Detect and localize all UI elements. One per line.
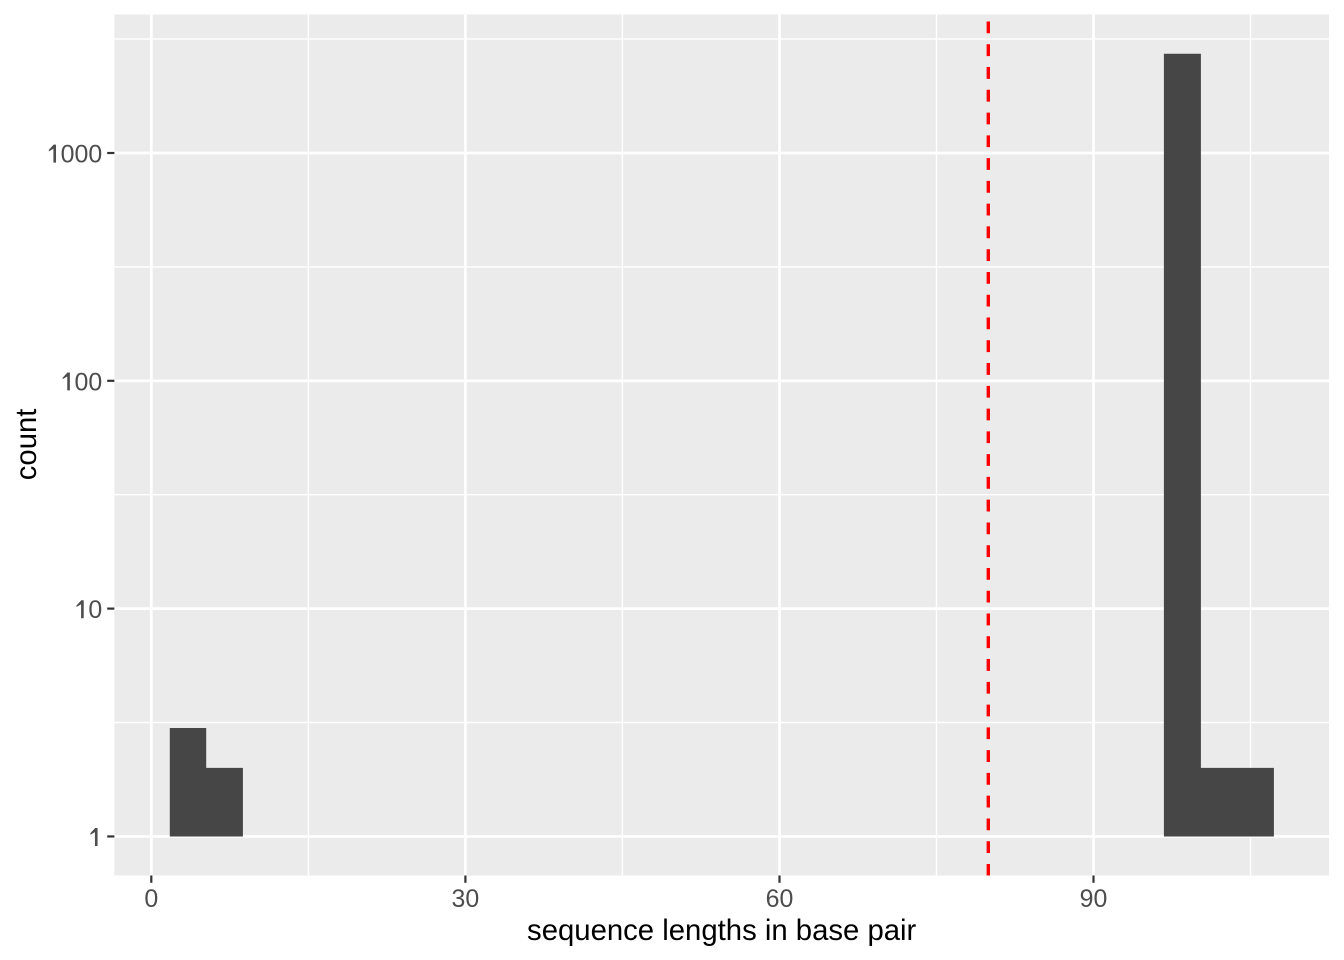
svg-text:000: 000 bbox=[61, 141, 103, 169]
svg-text:30: 30 bbox=[452, 885, 480, 913]
svg-text:0: 0 bbox=[144, 885, 158, 913]
svg-text:0: 0 bbox=[88, 596, 102, 624]
svg-text:60: 60 bbox=[766, 885, 794, 913]
svg-text:count: count bbox=[10, 409, 43, 481]
svg-text:00: 00 bbox=[75, 368, 103, 396]
svg-text:90: 90 bbox=[1080, 885, 1108, 913]
svg-text:sequence lengths in base pair: sequence lengths in base pair bbox=[527, 914, 917, 947]
